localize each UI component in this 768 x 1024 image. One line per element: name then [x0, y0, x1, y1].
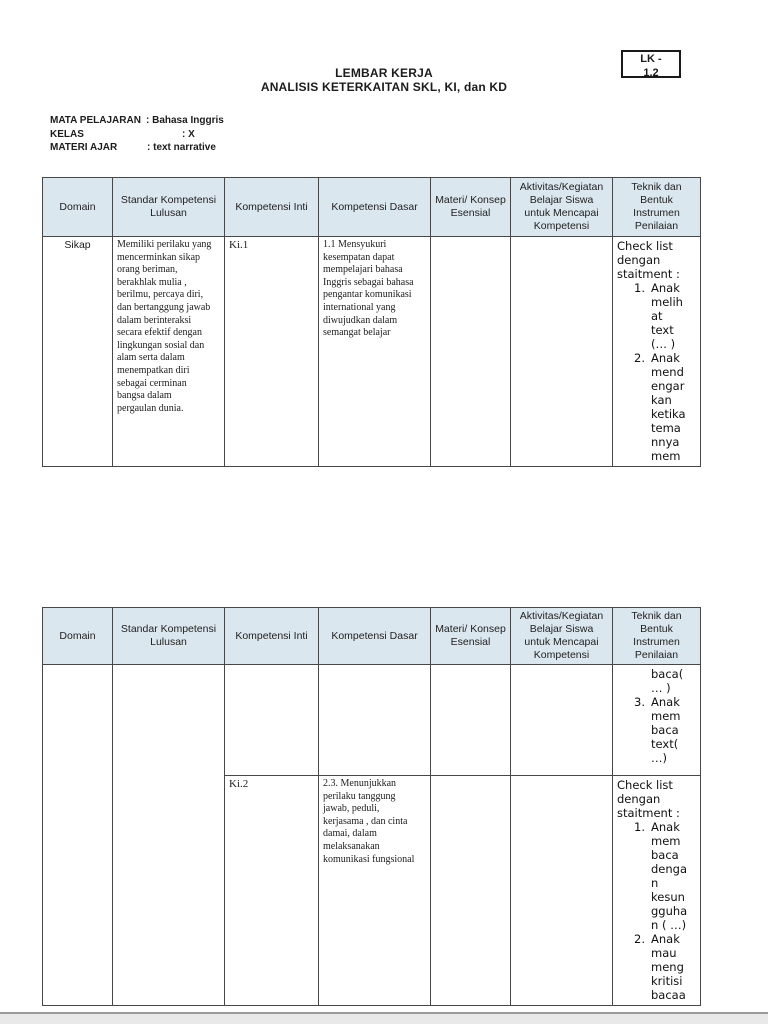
- checklist: Check list dengan staitment : 1. Anak me…: [617, 239, 696, 463]
- checklist-continuation-text: baca( … ): [651, 667, 684, 695]
- table-row-ki2: Ki.2 2.3. Menunjukkan perilaku tanggung …: [43, 775, 701, 1006]
- table-row: Sikap Memiliki perilaku yang mencerminka…: [42, 236, 701, 467]
- header-kompetensi-inti: Kompetensi Inti: [224, 177, 319, 237]
- meta-row-kelas: KELAS : X: [50, 128, 224, 142]
- teknik-cell: Check list dengan staitment : 1. Anak me…: [612, 775, 701, 1006]
- item-number: 2.: [634, 932, 645, 946]
- header-skl: Standar Kompetensi Lulusan: [112, 177, 225, 237]
- lk-badge-label: LK -: [640, 53, 662, 65]
- document-title: LEMBAR KERJA ANALISIS KETERKAITAN SKL, K…: [0, 66, 768, 94]
- meta-label: KELAS: [50, 128, 84, 140]
- checklist-intro: Check list dengan staitment :: [617, 778, 680, 820]
- aktivitas-cell: [510, 775, 613, 1006]
- analysis-table-1: Domain Standar Kompetensi Lulusan Kompet…: [42, 177, 701, 467]
- checklist-item: 2. Anak mau meng kritisi bacaa: [617, 932, 696, 1002]
- page-edge-area: [0, 1014, 768, 1024]
- teknik-cell: baca( … ) 3. Anak mem baca text( …): [612, 664, 701, 776]
- kompetensi-inti-cell: Ki.2: [224, 775, 319, 1006]
- aktivitas-cell: [510, 664, 613, 776]
- kompetensi-dasar-cell: 1.1 Mensyukuri kesempatan dapat mempelaj…: [318, 236, 431, 467]
- skl-cell: [112, 664, 225, 1006]
- header-kompetensi-dasar: Kompetensi Dasar: [318, 607, 431, 665]
- header-kompetensi-inti: Kompetensi Inti: [224, 607, 319, 665]
- title-line-1: LEMBAR KERJA: [335, 66, 433, 80]
- meta-label: MATA PELAJARAN: [50, 115, 141, 126]
- header-teknik: Teknik dan Bentuk Instrumen Penilaian: [612, 177, 701, 237]
- header-domain: Domain: [42, 177, 113, 237]
- meta-row-mata-pelajaran: MATA PELAJARAN : Bahasa Inggris: [50, 114, 224, 128]
- skl-cell: Memiliki perilaku yang mencerminkan sika…: [112, 236, 225, 467]
- checklist-intro: Check list dengan staitment :: [617, 239, 680, 281]
- table-header-row: Domain Standar Kompetensi Lulusan Kompet…: [42, 177, 701, 237]
- item-number: 3.: [634, 695, 645, 709]
- page-edge-divider: [0, 1012, 768, 1014]
- kompetensi-dasar-cell: [318, 664, 431, 776]
- checklist: Check list dengan staitment : 1. Anak me…: [617, 778, 696, 1002]
- checklist-item: 3. Anak mem baca text( …): [617, 695, 696, 765]
- item-number: 2.: [634, 351, 645, 365]
- lk-badge: LK - 1.2: [621, 50, 681, 78]
- checklist-item: 2. Anak mend engar kan ketika tema nnya …: [617, 351, 696, 463]
- domain-cell: [42, 664, 113, 1006]
- kompetensi-inti-cell: Ki.1: [224, 236, 319, 467]
- item-number: 1.: [634, 820, 645, 834]
- item-number: 1.: [634, 281, 645, 295]
- header-kompetensi-dasar: Kompetensi Dasar: [318, 177, 431, 237]
- item-text: Anak mend engar kan ketika tema nnya mem: [651, 351, 686, 463]
- checklist-continued: baca( … ) 3. Anak mem baca text( …): [617, 667, 696, 765]
- materi-cell: [430, 664, 511, 776]
- header-aktivitas: Aktivitas/Kegiatan Belajar Siswa untuk M…: [510, 607, 613, 665]
- header-aktivitas: Aktivitas/Kegiatan Belajar Siswa untuk M…: [510, 177, 613, 237]
- checklist-item: 1. Anak mem baca denga n kesun gguha n (…: [617, 820, 696, 932]
- table-row-continuation: baca( … ) 3. Anak mem baca text( …): [42, 664, 701, 1006]
- meta-value: : X: [182, 128, 195, 140]
- lk-badge-number: 1.2: [643, 67, 659, 78]
- materi-cell: [430, 236, 511, 467]
- item-text: Anak mem baca denga n kesun gguha n ( …): [651, 820, 688, 932]
- checklist-item: 1. Anak melih at text (… ): [617, 281, 696, 351]
- item-text: Anak melih at text (… ): [651, 281, 683, 351]
- meta-label: MATERI AJAR: [50, 142, 118, 153]
- meta-row-materi-ajar: MATERI AJAR : text narrative: [50, 141, 224, 155]
- analysis-table-2: Domain Standar Kompetensi Lulusan Kompet…: [42, 607, 701, 1006]
- kompetensi-dasar-cell: 2.3. Menunjukkan perilaku tanggung jawab…: [318, 775, 431, 1006]
- meta-value: : Bahasa Inggris: [146, 115, 224, 126]
- header-domain: Domain: [42, 607, 113, 665]
- aktivitas-cell: [510, 236, 613, 467]
- meta-block: MATA PELAJARAN : Bahasa Inggris KELAS : …: [50, 114, 224, 155]
- table-header-row: Domain Standar Kompetensi Lulusan Kompet…: [42, 607, 701, 665]
- header-materi-konsep: Materi/ Konsep Esensial: [430, 177, 511, 237]
- kompetensi-inti-cell: [224, 664, 319, 776]
- title-line-2: ANALISIS KETERKAITAN SKL, KI, dan KD: [260, 80, 508, 94]
- item-text: Anak mau meng kritisi bacaa: [651, 932, 686, 1002]
- teknik-cell: Check list dengan staitment : 1. Anak me…: [612, 236, 701, 467]
- meta-value: : text narrative: [147, 142, 216, 153]
- domain-cell: Sikap: [42, 236, 113, 467]
- materi-cell: [430, 775, 511, 1006]
- item-text: Anak mem baca text( …): [651, 695, 681, 765]
- header-materi-konsep: Materi/ Konsep Esensial: [430, 607, 511, 665]
- header-teknik: Teknik dan Bentuk Instrumen Penilaian: [612, 607, 701, 665]
- header-skl: Standar Kompetensi Lulusan: [112, 607, 225, 665]
